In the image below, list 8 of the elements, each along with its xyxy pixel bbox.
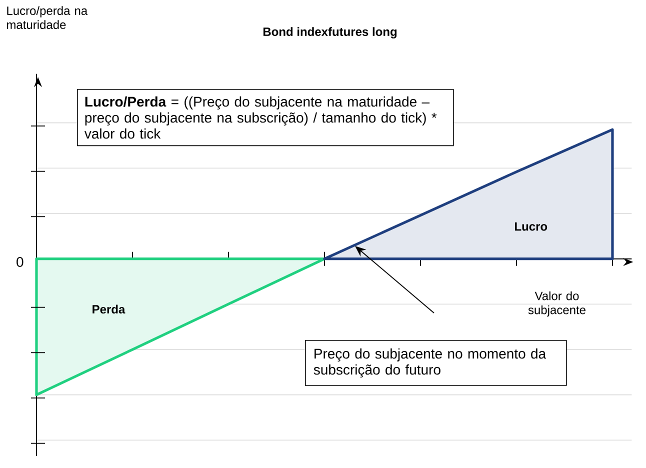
x-axis-title: Valor do subjacente (528, 291, 586, 317)
text: Lucro/perda na maturidade (7, 6, 88, 30)
annotation: Lucro/Perda = ((Preço do subjacente na maturidade – preço do subjacente na subscrição) / tamanho do tick) * valor do tick (84, 96, 437, 139)
chart-title: Bond indexfutures long (263, 27, 397, 38)
annotation: Preço do subjacente no momento da subscrição do futuro (314, 348, 546, 378)
series-label: Perda (92, 304, 126, 314)
series-label: Lucro (515, 222, 548, 231)
text: 0 (16, 257, 24, 267)
